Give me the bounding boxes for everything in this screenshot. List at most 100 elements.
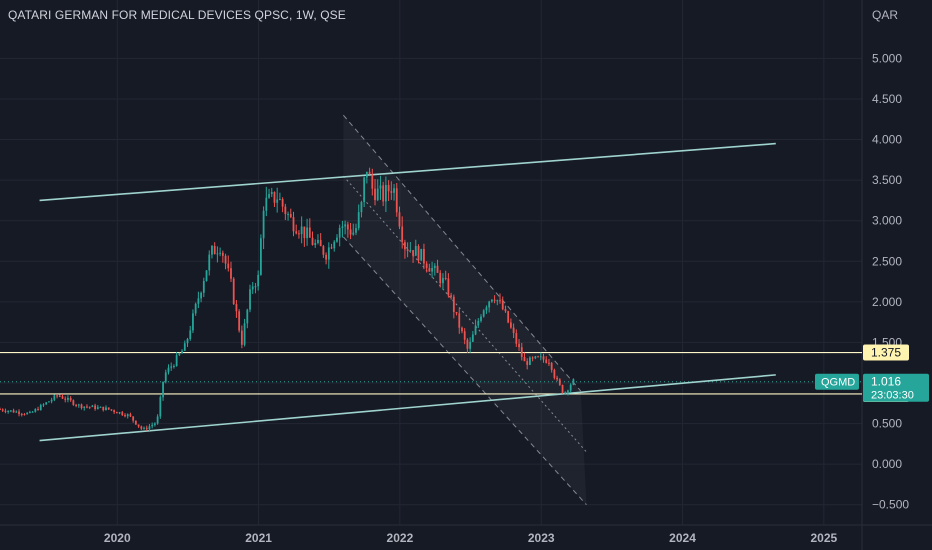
candle-body <box>325 254 328 260</box>
candle-body <box>39 404 42 411</box>
candle-body <box>311 237 314 245</box>
candle-body <box>129 414 132 417</box>
candle-body <box>216 253 219 255</box>
candle-body <box>77 404 80 406</box>
candle-body <box>56 395 58 397</box>
candle-body <box>569 384 572 391</box>
candle-body <box>463 331 466 340</box>
candle-body <box>336 237 338 242</box>
candle-body <box>374 188 376 201</box>
candle-body <box>545 359 548 363</box>
candle-body <box>466 339 469 349</box>
candle-body <box>382 185 385 202</box>
candle-body <box>496 300 499 302</box>
candle-body <box>69 397 72 401</box>
time-axis[interactable]: 2020 2021 2022 2023 2024 2025 <box>104 531 838 545</box>
price-axis[interactable]: 5.0004.5004.0003.5003.0002.5002.0001.500… <box>872 51 909 511</box>
candle-body <box>548 362 550 364</box>
candle-body <box>211 245 213 255</box>
candle-body <box>121 412 124 416</box>
candle-body <box>341 226 344 228</box>
last-price-value: 1.016 <box>871 375 901 389</box>
candle-body <box>333 241 336 249</box>
y-tick-label: 0.500 <box>872 417 902 431</box>
candle-body <box>80 404 83 409</box>
candle-body <box>295 231 298 234</box>
candle-body <box>45 402 48 405</box>
candle-body <box>330 247 333 249</box>
y-tick-label: 5.000 <box>872 51 902 65</box>
candle-body <box>480 316 482 321</box>
y-tick-label: 3.000 <box>872 214 902 228</box>
y-tick-label: 2.000 <box>872 295 902 309</box>
candle-body <box>243 323 246 345</box>
candle-body <box>183 343 186 351</box>
candle-body <box>485 307 488 311</box>
candle-body <box>232 278 235 305</box>
candle-body <box>423 248 425 264</box>
candle-body <box>447 278 450 296</box>
candle-body <box>379 185 382 189</box>
candle-body <box>28 411 31 413</box>
candle-body <box>48 401 50 403</box>
candle-body <box>235 304 238 312</box>
candle-body <box>151 424 154 427</box>
candle-body <box>126 414 129 417</box>
last-price-tag <box>863 373 929 402</box>
candle-body <box>50 399 53 402</box>
candle-body <box>561 384 564 394</box>
candle-body <box>504 309 507 312</box>
candle-body <box>558 379 561 385</box>
candle-body <box>425 263 428 269</box>
candle-body <box>105 407 107 411</box>
y-tick-label: 4.000 <box>872 133 902 147</box>
candle-body <box>406 249 409 252</box>
candle-body <box>493 299 496 301</box>
candle-body <box>64 398 67 400</box>
candle-body <box>471 334 474 342</box>
candle-body <box>67 397 69 400</box>
candle-body <box>469 341 472 349</box>
channel-lower-line <box>343 236 587 506</box>
candle-body <box>173 365 175 367</box>
candle-body <box>452 296 455 312</box>
candle-body <box>164 372 167 382</box>
candle-body <box>412 250 414 256</box>
candle-body <box>338 227 341 238</box>
candle-body <box>550 362 553 370</box>
y-tick-label: 3.500 <box>872 173 902 187</box>
candle-body <box>289 214 292 218</box>
candle-body <box>292 217 295 232</box>
candle-body <box>531 357 534 359</box>
symbol-tag <box>815 373 859 390</box>
candle-body <box>7 410 10 412</box>
candle-body <box>9 410 12 412</box>
candle-body <box>167 367 170 373</box>
candle-body <box>384 184 387 202</box>
candle-body <box>572 379 575 385</box>
candle-body <box>270 192 273 195</box>
candle-body <box>26 412 29 415</box>
candle-body <box>227 263 230 269</box>
candle-body <box>268 194 270 198</box>
candle-body <box>507 311 510 323</box>
candle-body <box>417 246 420 261</box>
candle-body <box>181 350 183 354</box>
candle-body <box>240 330 243 345</box>
candle-body <box>107 407 110 410</box>
channel-upper-line <box>343 114 582 392</box>
candlestick-series <box>0 167 575 431</box>
candle-body <box>501 300 504 310</box>
candle-body <box>113 410 116 413</box>
channel-fill <box>343 115 587 505</box>
candle-body <box>442 277 444 284</box>
candle-body <box>186 338 189 344</box>
candle-body <box>387 184 390 192</box>
level-tag-label: 1.375 <box>871 346 901 360</box>
candle-body <box>539 356 542 358</box>
candle-body <box>115 412 118 414</box>
candle-body <box>298 233 300 235</box>
candle-body <box>15 411 18 413</box>
